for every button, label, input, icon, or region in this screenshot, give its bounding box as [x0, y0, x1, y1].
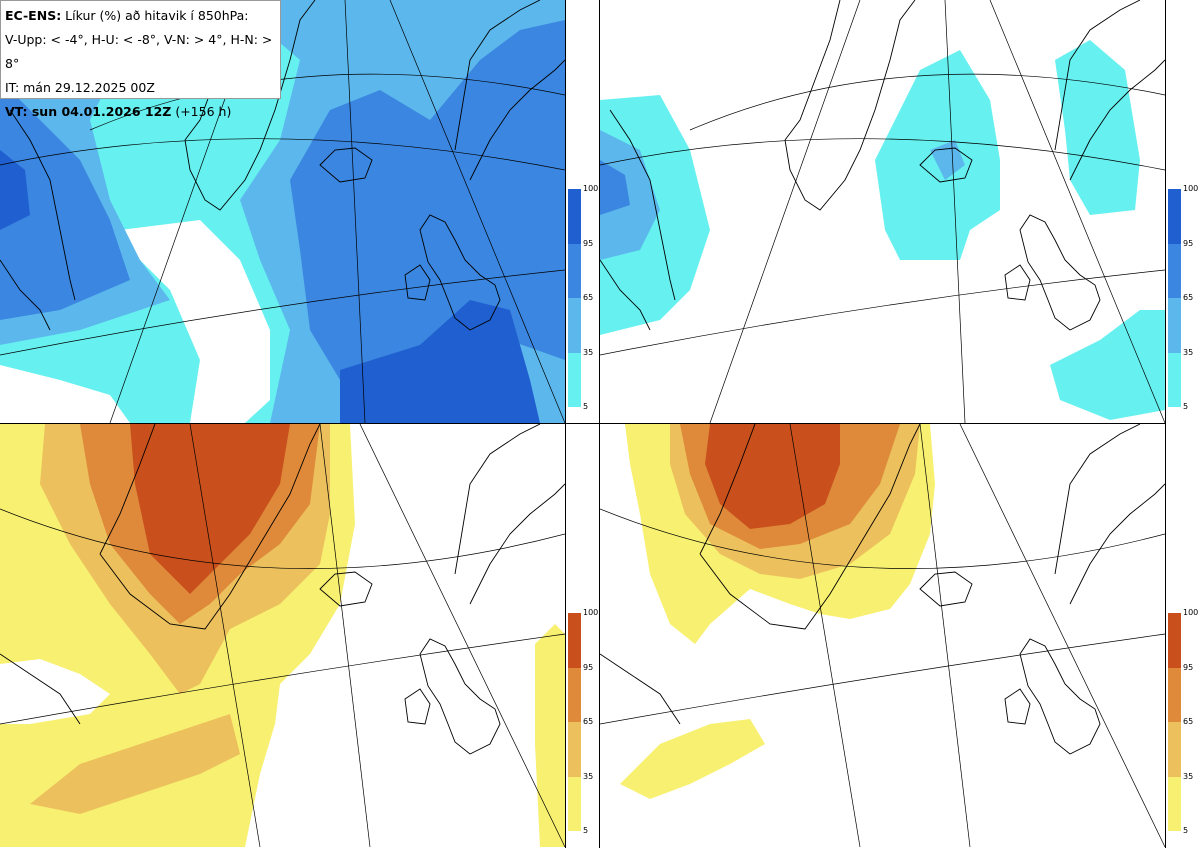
map-warm-4	[0, 424, 565, 847]
colorbar-tick-label: 65	[1183, 293, 1194, 302]
colorbar-segment	[1168, 776, 1181, 831]
prob-95-100	[0, 150, 30, 230]
colorbar-segment	[1168, 189, 1181, 244]
colorbar-tick-label: 35	[1183, 771, 1194, 781]
colorbar-segment	[568, 667, 581, 722]
panel-divider	[1165, 0, 1166, 848]
colorbar-segment	[1168, 298, 1181, 353]
prob-5-35	[535, 624, 565, 847]
colorbar-tick-label: 95	[1183, 238, 1194, 248]
prob-95-100	[705, 424, 840, 529]
prob-below-5	[120, 220, 270, 423]
panel-divider	[0, 423, 1166, 424]
graticule	[0, 424, 565, 847]
threshold-definitions: V-Upp: < -4°, H-U: < -8°, V-N: > 4°, H-N…	[5, 32, 273, 71]
prob-95-100	[130, 424, 290, 594]
colorbar-tick-label: 95	[583, 662, 594, 672]
colorbar-tick-label: 95	[583, 238, 594, 248]
colorbar	[1168, 613, 1181, 831]
colorbar-segment	[1168, 722, 1181, 777]
colorbar-segment	[1168, 243, 1181, 298]
product-title: Líkur (%) að hitavik í 850hPa:	[61, 8, 249, 23]
map-cold-8	[600, 0, 1165, 423]
colorbar-tick-label: 100	[583, 184, 599, 193]
colorbar	[568, 189, 581, 407]
panel-top-left: EC-ENS: Líkur (%) að hitavik í 850hPa: V…	[0, 0, 565, 423]
prob-5-35	[620, 719, 765, 799]
colorbar-tick-label: 100	[583, 608, 599, 617]
colorbar-tick-label: 5	[583, 826, 589, 835]
prob-35-65	[30, 714, 240, 814]
colorbar	[1168, 189, 1181, 407]
prob-95-100	[340, 300, 540, 423]
colorbar-tick-label: 100	[1183, 608, 1199, 617]
panel-bottom-left	[0, 424, 565, 847]
colorbar-segment	[568, 352, 581, 407]
colorbar-segment	[568, 298, 581, 353]
colorbar-segment	[568, 189, 581, 244]
prob-below-5	[0, 659, 110, 724]
colorbar-tick-label: 35	[583, 771, 594, 781]
colorbar-segment	[568, 613, 581, 668]
colorbar-tick-label: 95	[1183, 662, 1194, 672]
colorbar	[568, 613, 581, 831]
prob-below-5	[0, 365, 130, 423]
graticule	[600, 424, 1165, 847]
coastlines	[600, 424, 1165, 755]
colorbar-tick-label: 5	[1183, 402, 1189, 411]
lead-time: (+156 h)	[171, 104, 232, 119]
forecast-header: EC-ENS: Líkur (%) að hitavik í 850hPa: V…	[0, 0, 281, 119]
prob-5-35	[1055, 40, 1140, 215]
initial-time: IT: mán 29.12.2025 00Z	[5, 80, 155, 95]
colorbar-segment	[1168, 667, 1181, 722]
prob-65-95	[0, 80, 130, 320]
colorbar-tick-label: 35	[583, 347, 594, 357]
colorbar-segment	[1168, 352, 1181, 407]
map-warm-8	[600, 424, 1165, 847]
panel-divider	[565, 0, 566, 848]
colorbar-tick-label: 100	[1183, 184, 1199, 193]
panel-top-right	[600, 0, 1165, 423]
model-name: EC-ENS:	[5, 8, 62, 23]
colorbar-segment	[568, 776, 581, 831]
colorbar-tick-label: 65	[583, 717, 594, 726]
colorbar-segment	[1168, 613, 1181, 668]
colorbar-tick-label: 65	[583, 293, 594, 302]
colorbar-tick-label: 65	[1183, 717, 1194, 726]
map-cold-4	[0, 0, 565, 423]
colorbar-tick-label: 5	[1183, 826, 1189, 835]
colorbar-tick-label: 5	[583, 402, 589, 411]
coastlines	[600, 0, 1165, 331]
panel-bottom-right	[600, 424, 1165, 847]
prob-35-65	[600, 130, 660, 260]
prob-65-95	[600, 160, 630, 215]
graticule	[600, 0, 1165, 423]
coastlines	[0, 424, 565, 755]
colorbar-tick-label: 35	[1183, 347, 1194, 357]
prob-5-35	[1050, 310, 1165, 420]
colorbar-segment	[568, 243, 581, 298]
colorbar-segment	[568, 722, 581, 777]
valid-time: VT: sun 04.01.2026 12Z	[5, 104, 172, 119]
panel-divider	[599, 0, 600, 848]
coastlines	[0, 0, 565, 331]
